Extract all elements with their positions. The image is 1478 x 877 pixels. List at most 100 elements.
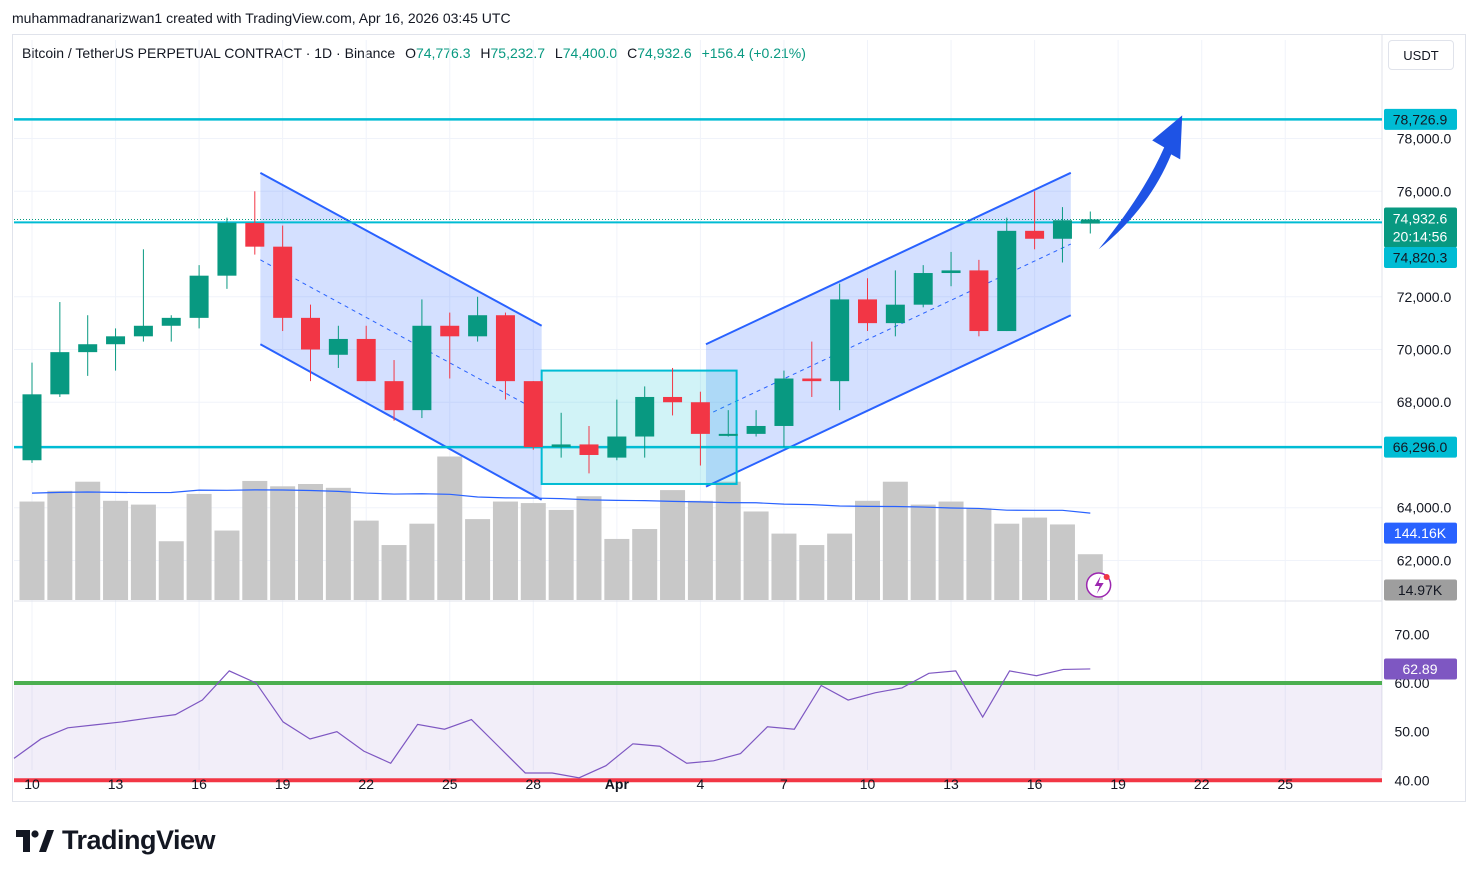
volume-ma-label-bg <box>1384 522 1457 544</box>
brand-name: TradingView <box>62 825 216 855</box>
candle-body <box>245 222 265 247</box>
volume-bar <box>827 533 853 600</box>
time-axis[interactable]: 10 13 16 19 22 25 28 Apr 4 7 10 13 16 19 22 25 <box>24 776 1293 792</box>
volume-bar <box>47 490 73 600</box>
candle-body <box>997 230 1017 332</box>
volume-bar <box>353 520 379 600</box>
level-label-mid: 74,820.3 <box>1393 249 1448 265</box>
price-tick-label: 68,000.0 <box>1397 394 1452 410</box>
low-label: L <box>554 45 563 61</box>
volume-bar <box>966 508 992 600</box>
candle-body <box>133 325 153 337</box>
drawings-front <box>1098 115 1183 250</box>
level-label-mid-bg <box>1384 246 1457 268</box>
lightning-icon <box>1085 572 1112 598</box>
time-tick-label: 25 <box>1277 776 1293 792</box>
volume-bar <box>715 481 741 600</box>
candle-body <box>412 325 432 411</box>
candle-body <box>690 402 710 434</box>
time-tick-label: 10 <box>860 776 876 792</box>
candle-body <box>384 381 404 411</box>
volume-bar <box>632 529 658 600</box>
volume-bar <box>492 501 518 600</box>
lightning-icon-dot <box>1103 574 1110 580</box>
volume-bar <box>214 530 240 600</box>
volume-bar <box>158 541 184 600</box>
time-tick-label: 22 <box>1194 776 1210 792</box>
volume-bar <box>520 503 546 600</box>
symbol-legend[interactable]: Bitcoin / TetherUS PERPETUAL CONTRACT · … <box>22 45 806 61</box>
level-label-resistance-bg <box>1384 108 1457 130</box>
down-channel-lower <box>259 343 543 501</box>
candle-body <box>774 378 794 426</box>
volume-bar <box>103 500 129 600</box>
currency-button[interactable]: USDT <box>1388 40 1454 70</box>
rsi-line <box>13 668 1091 779</box>
close-label: C <box>627 45 638 61</box>
time-tick-label: 19 <box>1110 776 1126 792</box>
candle-body <box>217 222 237 276</box>
drawings-back <box>14 118 1382 501</box>
target-arrow <box>1098 115 1183 250</box>
candle-body <box>579 444 599 455</box>
level-label-support: 66,296.0 <box>1393 439 1448 455</box>
candle-body <box>161 317 181 326</box>
candle-body <box>301 317 320 350</box>
time-tick-label: 16 <box>191 776 207 792</box>
volume-bar <box>381 545 407 600</box>
volume-ma-line <box>31 489 1091 514</box>
level-label-support-bg <box>1384 436 1457 458</box>
time-tick-label: 10 <box>24 776 40 792</box>
chart-frame <box>12 34 1466 802</box>
time-tick-label: 16 <box>1027 776 1043 792</box>
candle-body <box>523 381 543 448</box>
candle-body <box>189 275 209 318</box>
candle-body <box>802 378 822 382</box>
rsi-pane <box>13 668 1382 783</box>
candle-body <box>22 394 42 461</box>
volume-bar <box>1022 517 1048 600</box>
candle-body <box>468 315 488 337</box>
volume-label: 14.97K <box>1398 582 1443 598</box>
volume-bar <box>409 523 435 600</box>
price-tick-label: 62,000.0 <box>1397 552 1452 568</box>
volume-bar <box>771 533 797 600</box>
volume-bar <box>19 501 45 600</box>
candles <box>22 191 1100 474</box>
rsi-label: 62.89 <box>1402 661 1437 677</box>
volume-bar <box>938 501 964 600</box>
candle-body <box>607 436 627 458</box>
volume-bar <box>743 511 769 600</box>
open-value: 74,776.3 <box>415 45 471 61</box>
down-channel-upper <box>259 171 543 327</box>
low-value: 74,400.0 <box>562 45 618 61</box>
volume-ma-label: 144.16K <box>1394 525 1447 541</box>
down-channel-mid <box>260 259 542 414</box>
chart-credit: muhammadranarizwan1 created with Trading… <box>12 10 511 26</box>
candle-body <box>718 433 738 436</box>
candle-body <box>50 352 70 395</box>
high-value: 75,232.7 <box>490 45 546 61</box>
price-tick-label: 76,000.0 <box>1397 183 1452 199</box>
volume-bar <box>994 523 1020 600</box>
price-tick-label: 78,000.0 <box>1397 131 1452 147</box>
time-tick-label: 4 <box>697 776 705 792</box>
volume-bars <box>19 456 1103 600</box>
volume-bar <box>910 504 936 600</box>
volume-bar <box>576 496 602 600</box>
price-tick-label: 64,000.0 <box>1397 500 1452 516</box>
price-axis[interactable]: 78,000.0 76,000.0 72,000.0 70,000.0 68,000.0… <box>1394 131 1451 789</box>
volume-bar <box>1049 524 1075 600</box>
candle-body <box>1052 220 1072 239</box>
time-tick-label: 28 <box>526 776 542 792</box>
volume-bar <box>298 484 323 600</box>
candle-body <box>1025 230 1045 239</box>
volume-label-bg <box>1384 579 1457 601</box>
rsi-tick-label: 40.00 <box>1394 772 1429 788</box>
volume-bar <box>130 504 156 600</box>
volume-bar <box>437 456 463 600</box>
rsi-label-bg <box>1384 658 1457 680</box>
candle-body <box>830 299 850 382</box>
time-tick-label: 13 <box>108 776 124 792</box>
